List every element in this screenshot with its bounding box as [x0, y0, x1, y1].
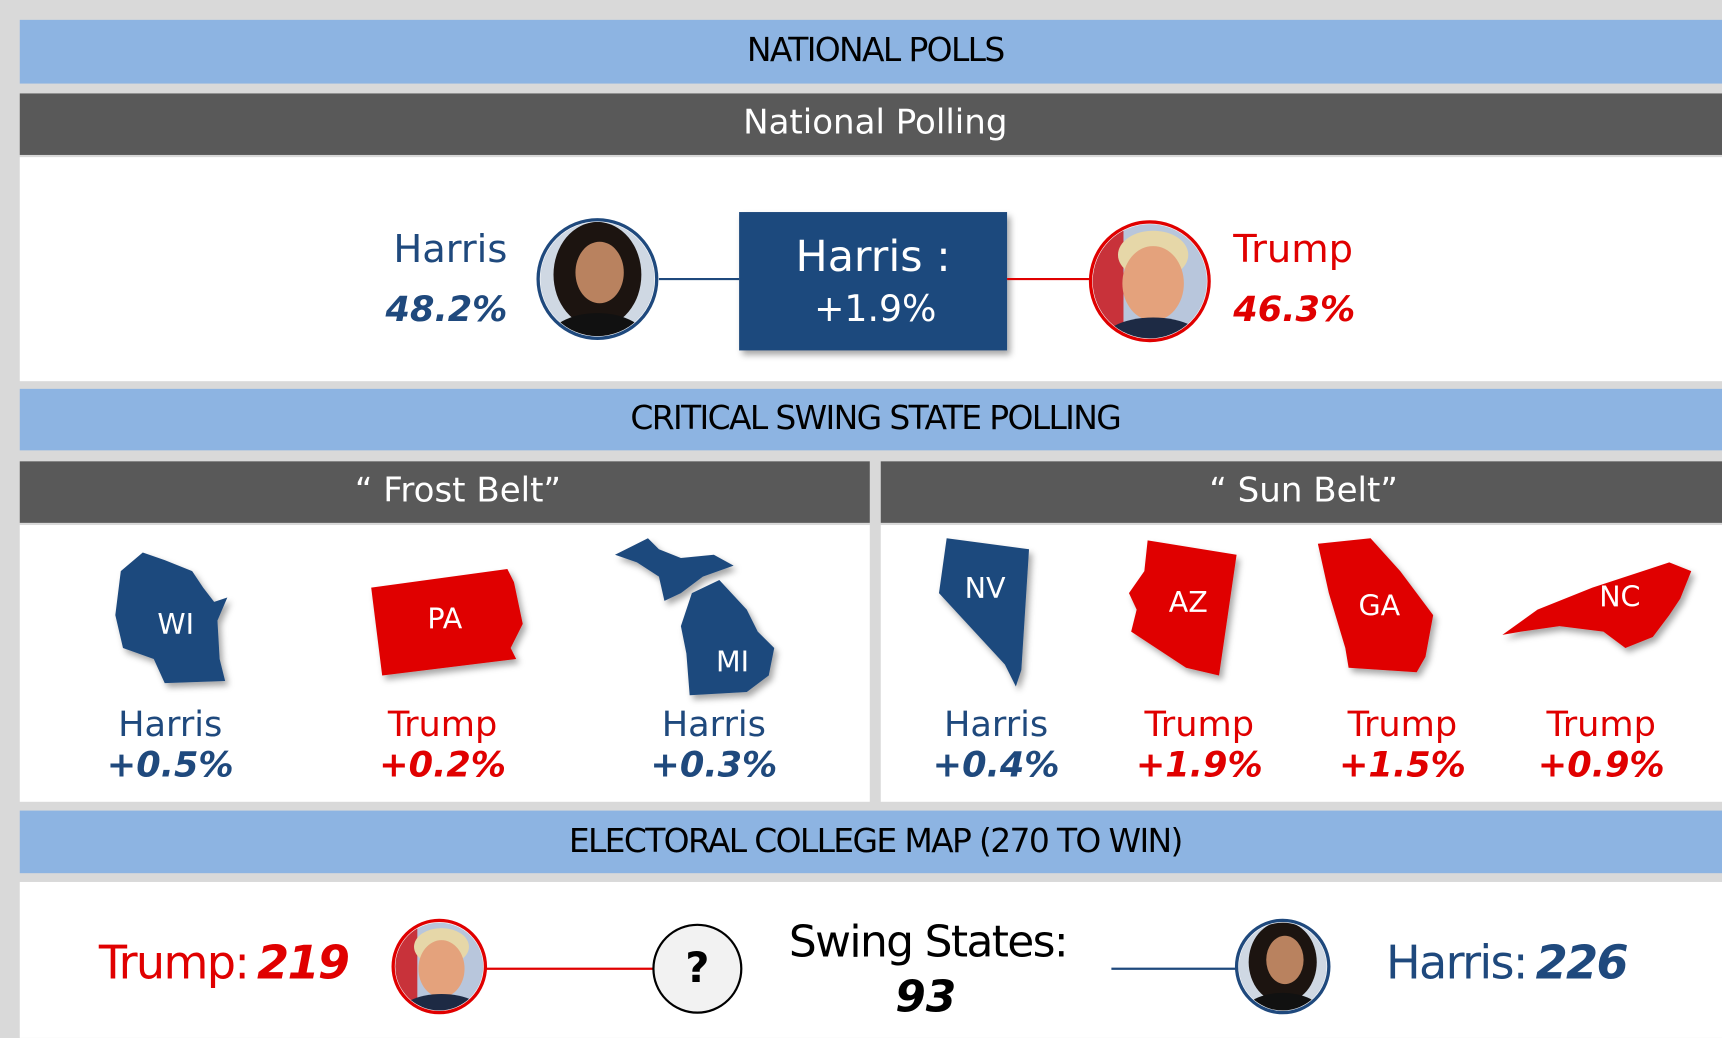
trump-total: Trump:219 — [98, 935, 349, 989]
lead-name: Harris : — [795, 232, 950, 282]
harris-total: Harris:226 — [1386, 935, 1628, 989]
group-title: “ Frost Belt” — [355, 471, 561, 511]
votes: 219 — [257, 935, 349, 989]
state-margin: +0.2% — [379, 745, 506, 786]
state-leader: Trump — [1347, 704, 1458, 745]
state-abbr: NV — [965, 571, 1006, 605]
label: Harris: — [1386, 935, 1527, 989]
candidate-name: Harris — [393, 227, 507, 272]
banner-text: NATIONAL POLLS — [747, 30, 1004, 69]
state-margin: +0.9% — [1538, 745, 1665, 786]
state-abbr: MI — [716, 644, 749, 678]
dashboard: NATIONAL POLLS National Polling Harris 4… — [0, 0, 1722, 1038]
swing-label: Swing States: — [789, 917, 1067, 968]
state-margin: +1.9% — [1136, 745, 1263, 786]
swing-votes: 93 — [895, 971, 956, 1022]
state-leader: Trump — [387, 704, 498, 745]
question-mark: ? — [685, 943, 709, 992]
state-abbr: WI — [157, 607, 194, 641]
state-leader: Harris — [118, 704, 222, 745]
state-margin: +0.5% — [107, 745, 234, 786]
state-abbr: PA — [427, 602, 462, 636]
header-text: National Polling — [743, 103, 1007, 143]
state-leader: Harris — [944, 704, 1048, 745]
candidate-name: Trump — [1232, 227, 1353, 272]
state-margin: +0.4% — [933, 745, 1060, 786]
banner-text: ELECTORAL COLLEGE MAP (270 TO WIN) — [569, 821, 1182, 860]
state-leader: Trump — [1545, 704, 1656, 745]
votes: 226 — [1536, 935, 1628, 989]
candidate-value: 48.2% — [385, 289, 508, 330]
state-leader: Trump — [1143, 704, 1254, 745]
state-abbr: GA — [1359, 588, 1401, 622]
candidate-value: 46.3% — [1232, 289, 1355, 330]
state-margin: +0.3% — [650, 745, 777, 786]
banner-text: CRITICAL SWING STATE POLLING — [630, 398, 1120, 437]
label: Trump: — [98, 935, 248, 989]
lead-margin: +1.9% — [814, 287, 936, 330]
state-leader: Harris — [662, 704, 766, 745]
state-abbr: NC — [1599, 580, 1640, 614]
group-title: “ Sun Belt” — [1209, 471, 1398, 511]
page: NATIONAL POLLS National Polling Harris 4… — [0, 0, 1722, 1038]
state-abbr: AZ — [1169, 585, 1208, 619]
state-margin: +1.5% — [1339, 745, 1466, 786]
